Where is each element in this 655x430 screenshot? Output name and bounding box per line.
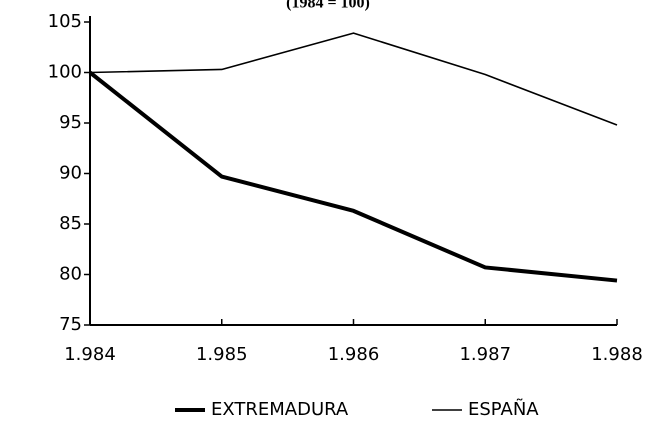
y-tick-label: 80 — [59, 264, 82, 285]
x-tick-label: 1.984 — [64, 344, 116, 365]
line-series — [88, 70, 618, 283]
legend-label: EXTREMADURA — [211, 399, 349, 420]
x-tick-label: 1.985 — [196, 344, 248, 365]
y-tick-label: 90 — [59, 163, 82, 184]
y-tick-label: 95 — [59, 112, 82, 133]
x-tick-label: 1.986 — [328, 344, 380, 365]
x-tick-label: 1.988 — [591, 344, 643, 365]
y-tick-label: 100 — [48, 62, 82, 83]
chart-subtitle: (1984 = 100) — [286, 0, 370, 12]
y-tick-label: 85 — [59, 213, 82, 234]
x-tick-label: 1.987 — [459, 344, 511, 365]
y-tick-label: 75 — [59, 314, 82, 335]
y-tick-label: 105 — [48, 11, 82, 32]
line-series — [89, 32, 618, 126]
legend-label: ESPAÑA — [468, 398, 539, 420]
